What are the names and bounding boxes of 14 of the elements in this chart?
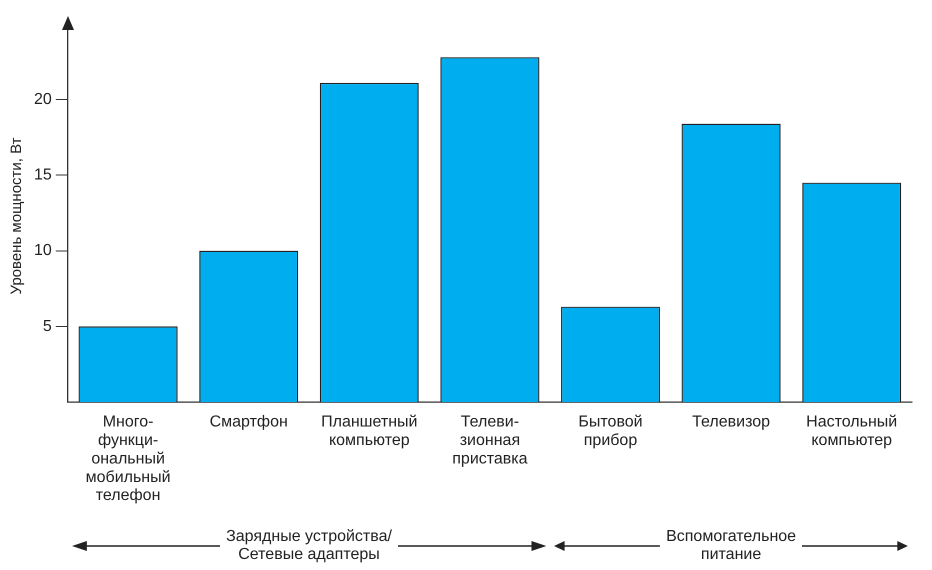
y-tick-label: 20 — [34, 90, 52, 108]
y-tick-label: 10 — [34, 242, 52, 260]
x-tick-label: Смартфон — [210, 414, 288, 431]
y-axis-title: Уровень мощности, Вт — [8, 137, 26, 295]
x-tick-label: Планшетный компьютер — [321, 414, 418, 450]
x-tick-label: Много- функци- ональный мобильный телефон — [86, 414, 171, 504]
x-tick-label: Телеви- зионная приставка — [452, 414, 528, 468]
text: Зарядные устройства/ Сетевые адаптеры — [225, 528, 393, 564]
x-tick-label: Настольный компьютер — [806, 414, 898, 450]
x-tick-label: Бытовой прибор — [578, 414, 643, 450]
x-tick-label: Телевизор — [692, 414, 770, 431]
y-tick-label: 5 — [42, 318, 52, 335]
y-tick-label: 15 — [34, 166, 52, 184]
text: Вспомогательное питание — [665, 528, 798, 564]
